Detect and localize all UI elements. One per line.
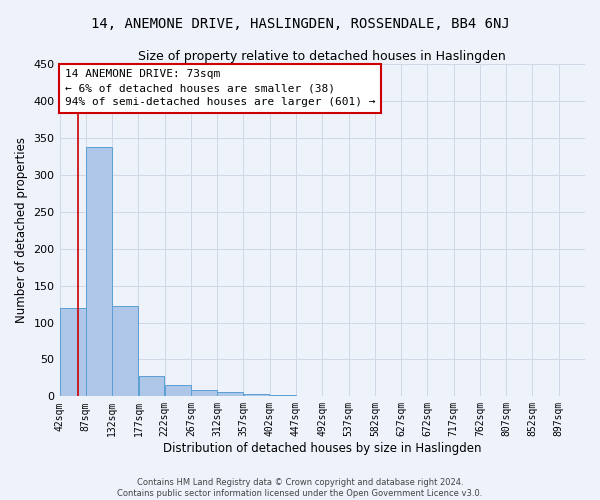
- Bar: [191, 390, 217, 396]
- Y-axis label: Number of detached properties: Number of detached properties: [15, 137, 28, 324]
- Bar: [112, 306, 138, 396]
- Bar: [139, 376, 164, 396]
- X-axis label: Distribution of detached houses by size in Haslingden: Distribution of detached houses by size …: [163, 442, 482, 455]
- Bar: [217, 392, 243, 396]
- Text: 14, ANEMONE DRIVE, HASLINGDEN, ROSSENDALE, BB4 6NJ: 14, ANEMONE DRIVE, HASLINGDEN, ROSSENDAL…: [91, 18, 509, 32]
- Bar: [165, 386, 191, 396]
- Bar: [270, 395, 296, 396]
- Text: 14 ANEMONE DRIVE: 73sqm
← 6% of detached houses are smaller (38)
94% of semi-det: 14 ANEMONE DRIVE: 73sqm ← 6% of detached…: [65, 69, 375, 107]
- Bar: [244, 394, 269, 396]
- Bar: [86, 147, 112, 396]
- Title: Size of property relative to detached houses in Haslingden: Size of property relative to detached ho…: [139, 50, 506, 63]
- Text: Contains HM Land Registry data © Crown copyright and database right 2024.
Contai: Contains HM Land Registry data © Crown c…: [118, 478, 482, 498]
- Bar: [60, 308, 86, 396]
